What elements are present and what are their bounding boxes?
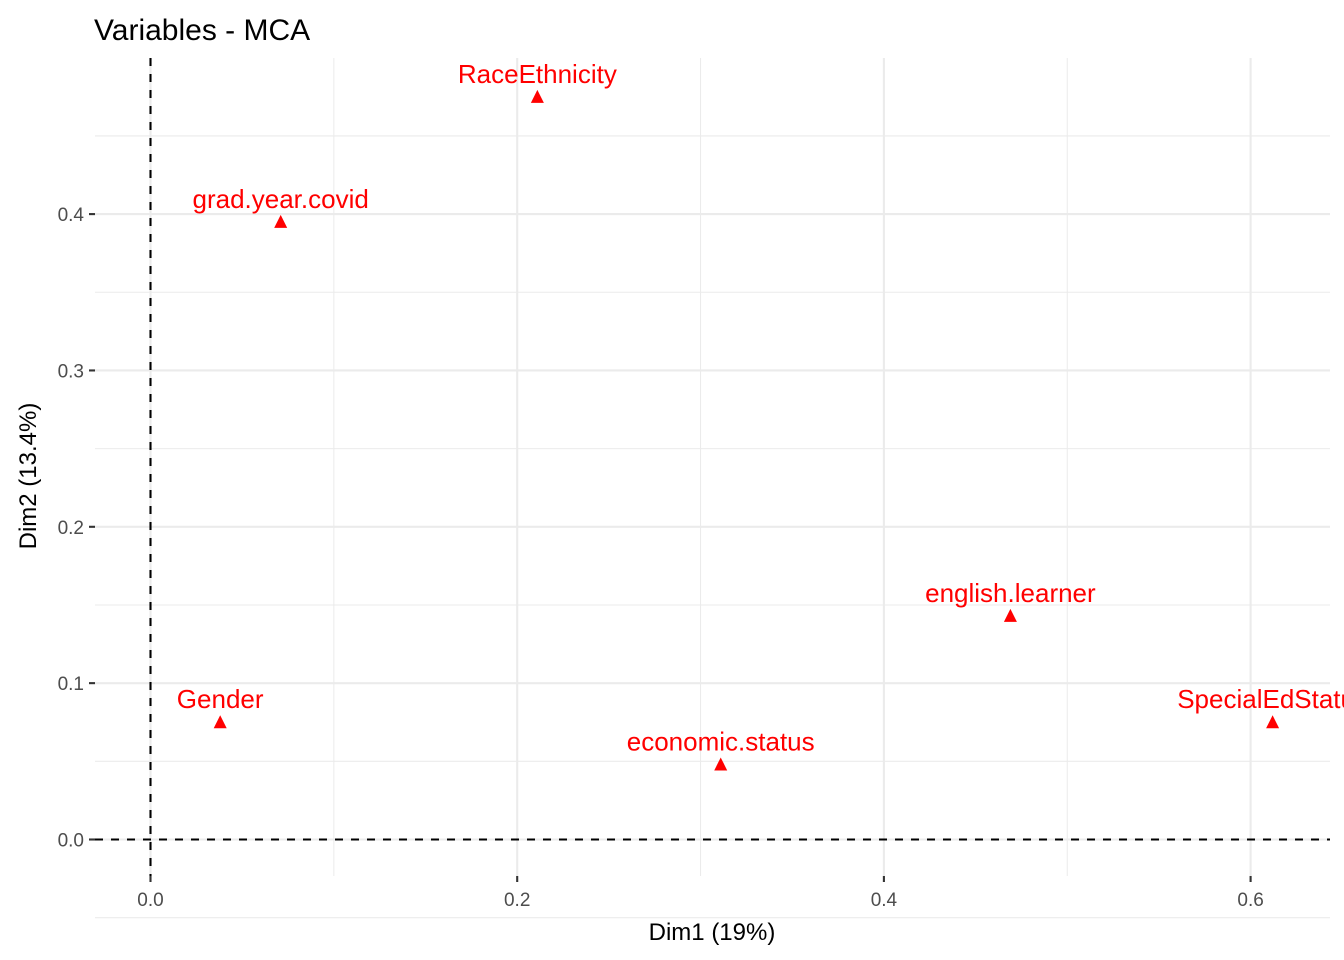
x-axis-title: Dim1 (19%) [649, 919, 776, 946]
point-label: SpecialEdStatus [1177, 684, 1344, 714]
chart-title: Variables - MCA [94, 14, 310, 47]
point-marker-triangle [714, 757, 728, 771]
y-tick-label: 0.4 [58, 205, 85, 226]
y-tick-label: 0.2 [58, 518, 84, 539]
point-marker-triangle [213, 715, 227, 729]
x-tick-label: 0.0 [137, 890, 163, 911]
axis-ticks: 0.0 0.2 0.4 0.6 0.0 0.1 0.2 0.3 0.4 [58, 205, 1264, 911]
point-label: Gender [177, 684, 264, 714]
y-axis-title: Dim2 (13.4%) [15, 403, 42, 550]
reference-lines [95, 58, 1330, 876]
point-marker-triangle [274, 214, 288, 228]
y-tick-label: 0.0 [58, 831, 84, 852]
point-marker-triangle [530, 89, 544, 103]
x-tick-label: 0.2 [504, 890, 530, 911]
points-layer: RaceEthnicity grad.year.covid english.lear… [177, 59, 1344, 771]
point-label: english.learner [925, 578, 1096, 608]
y-tick-label: 0.1 [58, 674, 84, 695]
point-marker-triangle [1003, 608, 1017, 622]
x-tick-label: 0.6 [1237, 890, 1263, 911]
point-marker-triangle [1266, 715, 1280, 729]
point-label: RaceEthnicity [458, 59, 617, 89]
x-tick-label: 0.4 [871, 890, 898, 911]
point-label: economic.status [627, 726, 815, 756]
point-label: grad.year.covid [193, 184, 369, 214]
y-tick-label: 0.3 [58, 361, 84, 382]
